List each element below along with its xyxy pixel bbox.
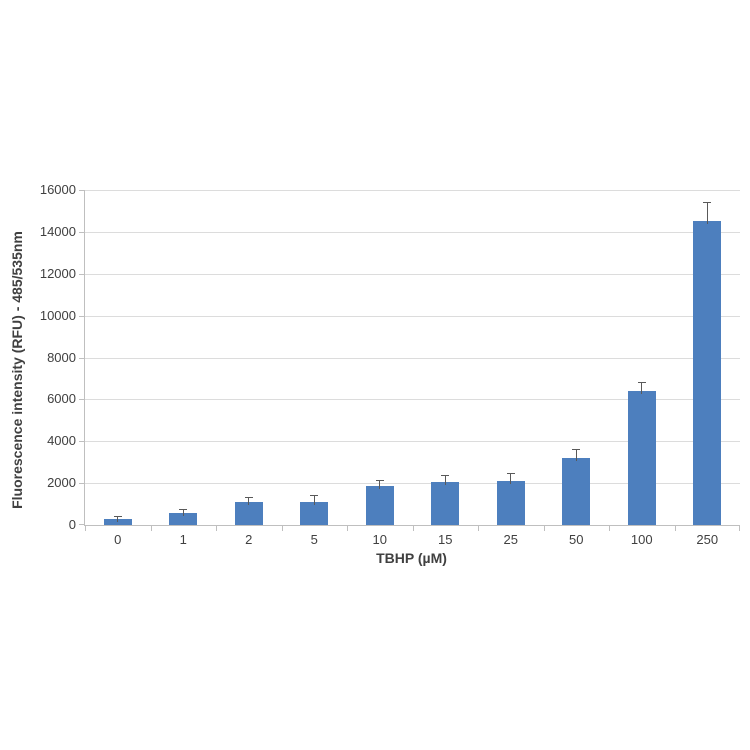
x-tick-mark <box>85 525 86 531</box>
bar-10 <box>365 486 394 525</box>
error-bar-50 <box>575 450 577 461</box>
error-bar-cap <box>703 201 712 203</box>
error-bar-cap <box>375 479 384 481</box>
bar-0 <box>103 518 132 525</box>
x-tick-label-10: 10 <box>372 532 387 547</box>
y-tick-mark <box>79 483 84 485</box>
bar-2 <box>234 502 263 525</box>
bar-50 <box>562 458 591 525</box>
y-tick-label: 0 <box>68 517 76 532</box>
x-tick-mark <box>150 525 152 531</box>
x-tick-mark <box>347 525 348 531</box>
y-tick-label: 4000 <box>47 433 76 449</box>
error-bar-cap <box>179 508 188 510</box>
x-tick-mark <box>543 525 545 531</box>
gridline-12000 <box>85 273 740 275</box>
y-tick-label: 6000 <box>47 391 76 407</box>
x-tick-label-0: 0 <box>114 532 122 547</box>
error-bar-cap <box>310 494 319 496</box>
gridline-2000 <box>85 483 740 485</box>
error-bar-250 <box>706 202 708 225</box>
error-bar-10 <box>379 480 381 490</box>
gridline-6000 <box>85 399 740 401</box>
bar-25 <box>496 481 525 525</box>
y-tick-label: 10000 <box>39 307 76 323</box>
x-tick-label-2: 2 <box>245 532 253 547</box>
y-tick-mark <box>79 357 84 359</box>
y-tick-mark <box>79 231 84 233</box>
y-tick-label: 16000 <box>39 182 76 197</box>
error-bar-0 <box>117 516 119 522</box>
error-bar-15 <box>444 475 446 486</box>
gridline-4000 <box>85 441 740 443</box>
error-bar-25 <box>510 474 512 485</box>
plot-area: 0 2000 4000 6000 8000 10000 12000 14000 16000 0 1 2… <box>40 182 740 547</box>
bar-15 <box>431 482 460 525</box>
error-bar-cap <box>506 473 515 475</box>
x-tick-label-100: 100 <box>630 532 653 547</box>
gridline-14000 <box>85 231 740 233</box>
x-tick-mark <box>216 525 217 531</box>
x-tick-mark <box>739 525 740 531</box>
x-tick-mark <box>609 525 610 531</box>
error-bar-100 <box>641 383 643 394</box>
gridline-8000 <box>85 357 740 359</box>
x-tick-mark <box>674 525 676 531</box>
y-tick-label: 8000 <box>47 349 76 365</box>
x-tick-label-25: 25 <box>503 532 518 547</box>
x-tick-label-50: 50 <box>569 532 584 547</box>
error-bar-cap <box>441 474 450 476</box>
x-tick-label-1: 1 <box>179 532 187 547</box>
x-axis-title: TBHP (µM) <box>376 550 447 566</box>
bar-5 <box>300 501 329 525</box>
gridline-16000 <box>85 190 740 191</box>
y-tick-label: 12000 <box>39 265 76 281</box>
x-tick-mark <box>412 525 414 531</box>
error-bar-1 <box>182 509 184 517</box>
y-tick-label: 14000 <box>39 223 76 239</box>
x-tick-label-15: 15 <box>438 532 453 547</box>
bar-1 <box>169 513 198 525</box>
error-bar-5 <box>313 495 315 505</box>
x-tick-label-5: 5 <box>310 532 318 547</box>
error-bar-cap <box>113 515 122 517</box>
gridline-10000 <box>85 315 740 317</box>
y-tick-mark <box>79 190 84 191</box>
y-tick-mark <box>79 315 84 317</box>
y-tick-mark <box>79 273 84 275</box>
x-tick-label-250: 250 <box>696 532 719 547</box>
x-tick-mark <box>281 525 283 531</box>
bar-100 <box>627 391 656 525</box>
y-tick-mark <box>79 524 84 525</box>
y-tick-mark <box>79 441 84 443</box>
error-bar-cap <box>244 497 253 499</box>
y-tick-label: 2000 <box>47 475 76 491</box>
error-bar-2 <box>248 498 250 506</box>
x-tick-mark <box>478 525 479 531</box>
error-bar-cap <box>637 382 646 384</box>
error-bar-cap <box>572 449 581 451</box>
y-tick-mark <box>79 399 84 401</box>
bar-250 <box>693 221 722 525</box>
